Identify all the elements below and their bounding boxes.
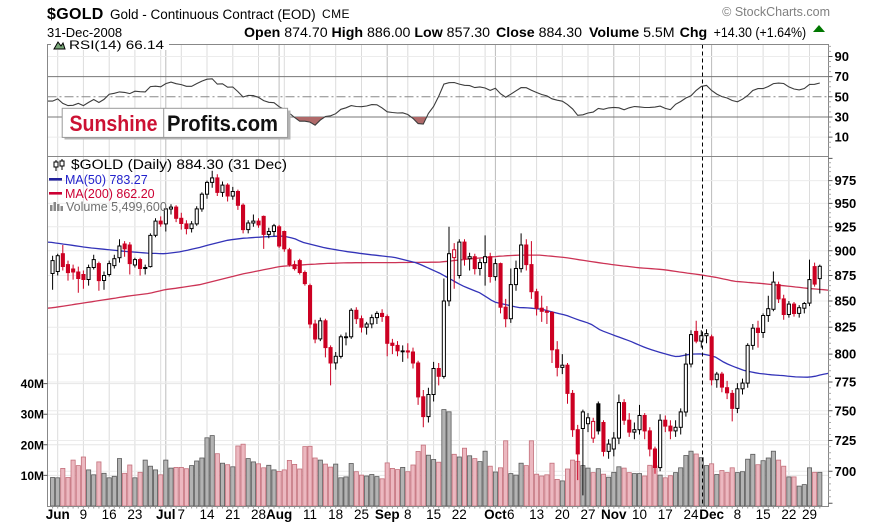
svg-text:17: 17 (658, 507, 673, 522)
svg-text:28: 28 (251, 507, 266, 522)
svg-text:16: 16 (102, 507, 117, 522)
svg-text:90: 90 (835, 49, 849, 64)
svg-text:31-Dec-2008: 31-Dec-2008 (47, 25, 122, 40)
svg-text:Gold - Continuous Contract (EO: Gold - Continuous Contract (EOD) (110, 7, 316, 22)
svg-text:23: 23 (127, 507, 142, 522)
svg-text:700: 700 (835, 464, 857, 479)
svg-text:MA(50) 783.27: MA(50) 783.27 (65, 173, 148, 187)
svg-text:7: 7 (178, 507, 186, 522)
svg-text:750: 750 (835, 403, 857, 418)
svg-text:25: 25 (354, 507, 369, 522)
svg-text:18: 18 (328, 507, 343, 522)
svg-text:850: 850 (835, 294, 857, 309)
svg-text:$GOLD (Daily) 884.30 (31 Dec): $GOLD (Daily) 884.30 (31 Dec) (71, 157, 287, 172)
svg-text:Oct: Oct (484, 507, 507, 522)
svg-text:CME: CME (322, 7, 350, 21)
svg-text:10: 10 (632, 507, 647, 522)
svg-text:Open 874.70 High 886.00 Low 85: Open 874.70 High 886.00 Low 857.30 Close… (244, 25, 806, 41)
svg-text:800: 800 (835, 347, 857, 362)
svg-text:Sunshine: Sunshine (70, 111, 158, 136)
svg-text:29: 29 (802, 507, 817, 522)
svg-text:Profits.com: Profits.com (167, 111, 278, 136)
svg-text:Nov: Nov (601, 507, 627, 522)
svg-text:14: 14 (199, 507, 215, 522)
svg-text:900: 900 (835, 243, 857, 258)
svg-text:8: 8 (404, 507, 412, 522)
svg-text:775: 775 (835, 375, 857, 390)
svg-text:875: 875 (835, 268, 857, 283)
svg-text:24: 24 (683, 507, 699, 522)
svg-text:Sep: Sep (375, 507, 400, 522)
svg-text:13: 13 (529, 507, 544, 522)
svg-text:725: 725 (835, 433, 857, 448)
svg-text:MA(200) 862.20: MA(200) 862.20 (65, 187, 155, 201)
svg-text:RSI(14) 66.14: RSI(14) 66.14 (69, 38, 164, 52)
svg-text:15: 15 (426, 507, 441, 522)
svg-text:975: 975 (835, 173, 857, 188)
svg-text:10: 10 (835, 130, 849, 145)
svg-text:Dec: Dec (699, 507, 724, 522)
svg-text:Jun: Jun (46, 507, 70, 522)
svg-text:30M: 30M (21, 408, 44, 422)
svg-text:27: 27 (580, 507, 595, 522)
svg-text:30: 30 (835, 110, 849, 125)
svg-text:Jul: Jul (156, 507, 176, 522)
svg-text:925: 925 (835, 219, 857, 234)
svg-text:© StockCharts.com: © StockCharts.com (722, 5, 830, 19)
svg-text:Volume 5,499,600: Volume 5,499,600 (66, 200, 167, 214)
svg-text:20M: 20M (21, 438, 44, 452)
svg-text:21: 21 (225, 507, 240, 522)
svg-text:22: 22 (781, 507, 796, 522)
svg-text:40M: 40M (21, 377, 44, 391)
svg-text:$GOLD: $GOLD (47, 6, 104, 23)
svg-text:825: 825 (835, 320, 857, 335)
svg-text:70: 70 (835, 69, 849, 84)
svg-text:6: 6 (507, 507, 515, 522)
svg-text:20: 20 (555, 507, 570, 522)
svg-text:50: 50 (835, 89, 849, 104)
svg-text:15: 15 (756, 507, 771, 522)
svg-text:9: 9 (80, 507, 88, 522)
svg-text:950: 950 (835, 196, 857, 211)
svg-text:10M: 10M (21, 469, 44, 483)
svg-text:8: 8 (734, 507, 742, 522)
svg-text:11: 11 (303, 507, 317, 522)
svg-text:22: 22 (452, 507, 467, 522)
svg-text:Aug: Aug (266, 507, 292, 522)
